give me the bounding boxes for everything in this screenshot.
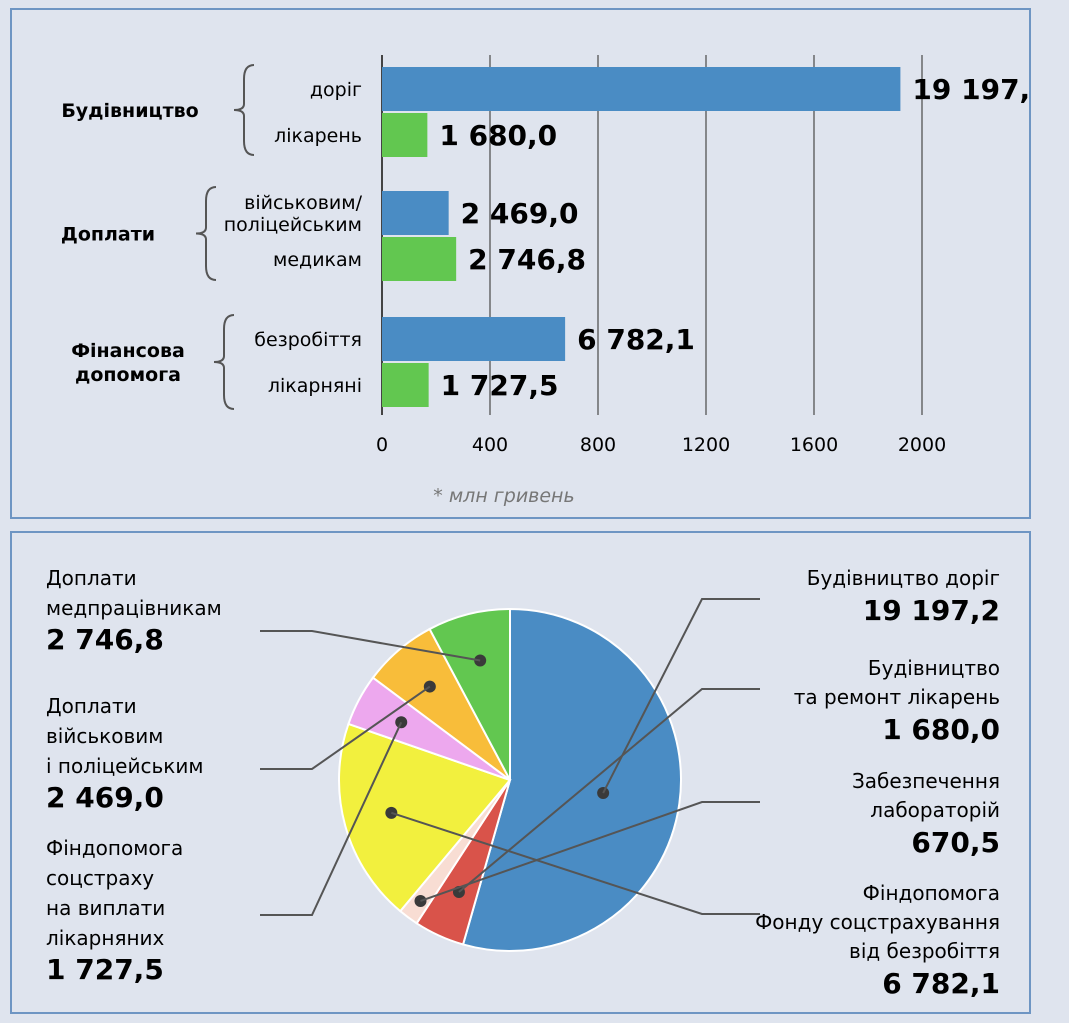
group-brace: [233, 64, 255, 156]
category-label: безробіття: [254, 329, 362, 351]
slice-name-label: Доплати: [46, 566, 137, 590]
group-brace: [195, 186, 217, 281]
group-label: Фінансова: [71, 340, 185, 362]
group-label: Будівництво: [61, 100, 198, 122]
bar-value-label: 1 727,5: [441, 369, 559, 402]
leader-dot: [423, 680, 436, 693]
slice-value-label: 2 746,8: [46, 623, 164, 656]
leader-line: [391, 811, 760, 915]
slice-name-label: Забезпечення: [852, 769, 1000, 793]
x-tick-label: 1200: [682, 434, 730, 456]
slice-value-label: 19 197,2: [863, 594, 1000, 627]
x-tick-label: 1600: [790, 434, 838, 456]
x-tick-label: 400: [472, 434, 508, 456]
slice-name-label: Фіндопомога: [863, 881, 1000, 905]
bar-value-label: 2 746,8: [468, 243, 586, 276]
bar-value-label: 2 469,0: [461, 197, 579, 230]
units-note: * млн гривень: [433, 485, 574, 507]
category-label: військовим/: [244, 192, 362, 214]
bar: [382, 363, 429, 407]
slice-name-label: лабораторій: [870, 798, 1000, 822]
slice-name-label: Фонду соцстрахування: [755, 910, 1000, 934]
pie-chart-panel: Будівництво доріг 19 197,2 Будівництво та р…: [10, 531, 1031, 1014]
leader-line: [602, 598, 760, 794]
category-label: поліцейським: [224, 214, 362, 236]
x-tick-label: 800: [580, 434, 616, 456]
bar: [382, 317, 566, 361]
bar: [382, 67, 901, 111]
leader-line: [420, 801, 760, 902]
slice-value-label: 670,5: [911, 826, 1000, 859]
leader-line: [260, 721, 403, 916]
slice-name-label: на виплати: [46, 896, 165, 920]
leader-dot: [395, 716, 408, 729]
bar: [382, 191, 449, 235]
group-label: Доплати: [61, 224, 155, 246]
slice-name-label: соцстраху: [46, 866, 154, 890]
slice-value-label: 2 469,0: [46, 781, 164, 814]
slice-name-label: медпрацівникам: [46, 596, 222, 620]
slice-name-label: Фіндопомога: [46, 836, 183, 860]
x-tick-label: 2000: [898, 434, 946, 456]
bar-chart-panel: 0 400 800 1200 1600 2000 * млн гривень 19 197,2…: [10, 8, 1031, 519]
category-label: лікарняні: [268, 375, 362, 397]
pie-slice: [461, 607, 682, 952]
slice-name-label: від безробіття: [849, 939, 1000, 963]
slice-name-label: Будівництво: [868, 656, 1000, 680]
slice-name-label: Будівництво доріг: [807, 566, 1000, 590]
leader-line: [260, 685, 431, 770]
category-label: лікарень: [274, 125, 362, 147]
bar-value-label: 6 782,1: [577, 323, 695, 356]
category-label: доріг: [310, 79, 362, 101]
group-brace: [213, 314, 235, 410]
slice-name-label: та ремонт лікарень: [794, 685, 1000, 709]
bar-chart: 0 400 800 1200 1600 2000 * млн гривень 19 197,2…: [61, 55, 1029, 507]
pie-chart: Будівництво доріг 19 197,2 Будівництво та р…: [46, 566, 1000, 1000]
x-tick-label: 0: [376, 434, 388, 456]
pie-slice: [428, 607, 511, 781]
bar-value-label: 19 197,2*: [912, 73, 1029, 106]
leader-line: [458, 688, 760, 893]
bar: [382, 237, 457, 281]
category-label: медикам: [273, 249, 362, 271]
leader-line: [260, 630, 481, 662]
group-label: допомога: [75, 364, 181, 386]
slice-name-label: лікарняних: [46, 926, 165, 950]
slice-value-label: 1 680,0: [882, 713, 1000, 746]
slice-name-label: Доплати: [46, 694, 137, 718]
slice-name-label: і поліцейським: [46, 754, 203, 778]
slice-value-label: 6 782,1: [882, 967, 1000, 1000]
pie-slice: [338, 722, 512, 913]
slice-value-label: 1 727,5: [46, 953, 164, 986]
bar-value-label: 1 680,0: [439, 119, 557, 152]
bar: [382, 113, 428, 157]
slice-name-label: військовим: [46, 724, 163, 748]
